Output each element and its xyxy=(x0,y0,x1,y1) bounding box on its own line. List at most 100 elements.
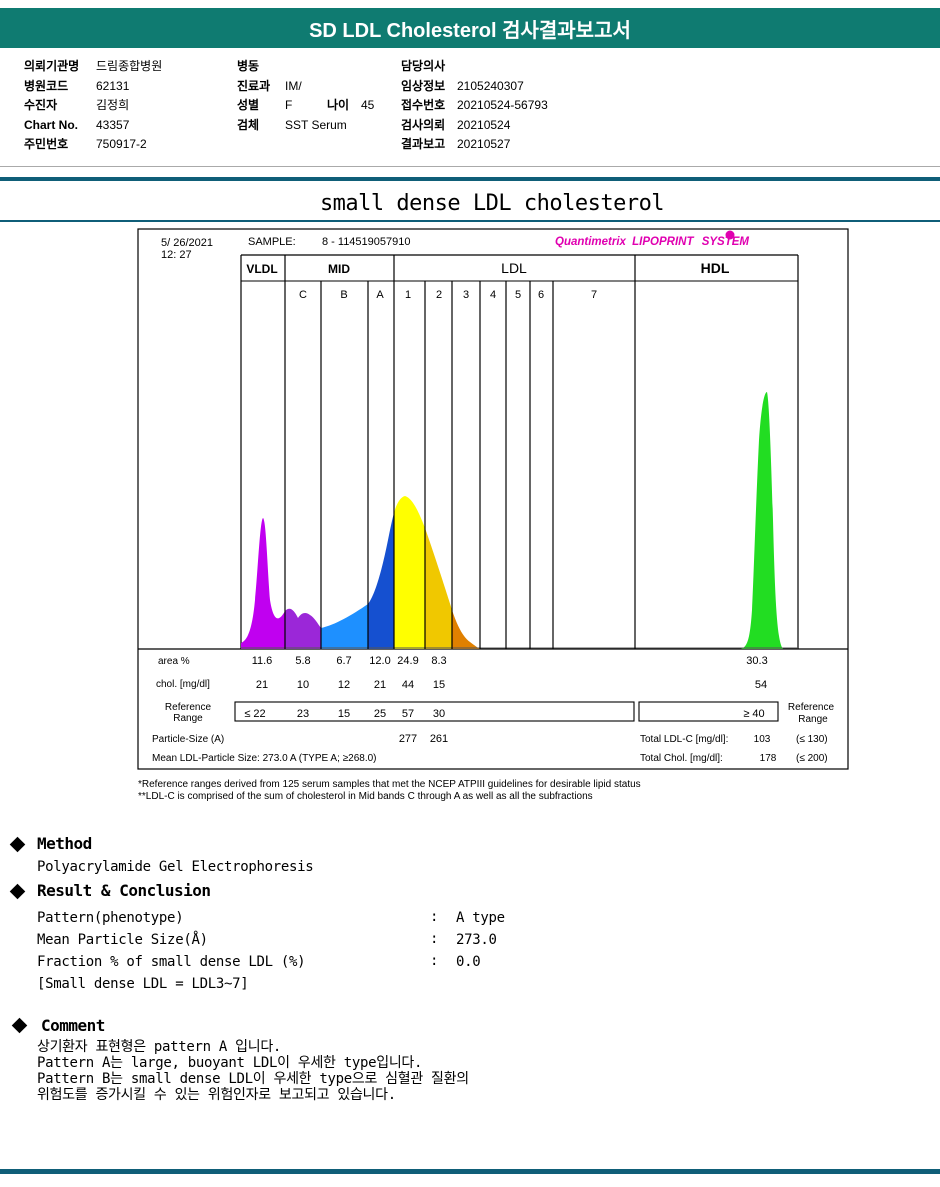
chart-date: 5/ 26/2021 xyxy=(161,237,213,249)
band-label: C xyxy=(299,289,307,301)
bullet-diamond-icon xyxy=(11,1017,28,1034)
band-label: 3 xyxy=(463,289,469,301)
ref-value: 15 xyxy=(338,708,350,720)
area-value: 5.8 xyxy=(295,655,310,667)
chol-value: 44 xyxy=(402,679,414,691)
hdl-chol-value: 54 xyxy=(755,679,767,691)
hdl-ref-range-box xyxy=(638,701,779,722)
result-value: 0.0 xyxy=(456,954,481,970)
ref-range-box xyxy=(234,701,635,722)
info-row: 주민번호 750917-2 xyxy=(24,137,147,151)
divider xyxy=(0,177,940,181)
area-value: 24.9 xyxy=(397,655,418,667)
fraction-hdl xyxy=(741,392,783,649)
fraction-mid-a xyxy=(368,513,394,649)
area-value: 11.6 xyxy=(252,655,273,667)
comment-line: Pattern A는 large, buoyant LDL이 우세한 type입… xyxy=(37,1055,423,1071)
info-row: 검체 SST Serum xyxy=(237,117,347,132)
fraction-ldl-2 xyxy=(425,528,452,649)
footnote: *Reference ranges derived from 125 serum… xyxy=(138,779,641,790)
group-label-vldl: VLDL xyxy=(246,262,277,276)
total-ldl-ref: (≤ 130) xyxy=(796,734,828,745)
info-row: 병동 xyxy=(237,59,260,73)
brand-logo-icon xyxy=(725,230,735,240)
mean-size-text: Mean LDL-Particle Size: 273.0 A (TYPE A;… xyxy=(152,753,377,764)
total-chol-ref: (≤ 200) xyxy=(796,753,828,764)
chol-value: 10 xyxy=(297,679,309,691)
area-value: 12.0 xyxy=(369,655,390,667)
fraction-mid-c xyxy=(285,608,321,649)
method-text: Polyacrylamide Gel Electrophoresis xyxy=(37,859,314,875)
total-ldl-value: 103 xyxy=(754,734,771,745)
result-colon: : xyxy=(430,909,439,925)
band-label: B xyxy=(340,289,347,301)
patient-info-col3: 담당의사 임상정보 2105240307 접수번호 20210524-56793 검… xyxy=(401,57,548,155)
ref-value: 23 xyxy=(297,708,309,720)
chart-heading: small dense LDL cholesterol xyxy=(319,191,665,216)
comment-heading: Comment xyxy=(41,1016,105,1035)
group-label-mid: MID xyxy=(328,262,350,276)
result-label: Mean Particle Size(Å) xyxy=(37,932,208,948)
area-value: 6.7 xyxy=(336,655,351,667)
sample-label: SAMPLE: xyxy=(248,236,296,248)
chol-value: 15 xyxy=(433,679,445,691)
electrophoresis-curve xyxy=(241,392,783,649)
band-label: 2 xyxy=(436,289,442,301)
fraction-ldl-1 xyxy=(394,496,425,649)
result-label: Fraction % of small dense LDL (%) xyxy=(37,954,306,970)
divider xyxy=(0,220,940,222)
total-chol-value: 178 xyxy=(760,753,777,764)
group-label-ldl: LDL xyxy=(501,260,527,276)
row-label-ref: Reference xyxy=(165,702,212,713)
chart-time: 12: 27 xyxy=(161,249,192,261)
band-label: 5 xyxy=(515,289,521,301)
chol-value: 21 xyxy=(374,679,386,691)
patient-info-col2: 병동 진료과 IM/ 성별 F 나이 45 검체 SST Serum xyxy=(237,57,374,135)
info-row: 담당의사 xyxy=(401,59,446,73)
band-label: 1 xyxy=(405,289,411,301)
ref-value: 57 xyxy=(402,708,414,720)
ref-range-right: Range xyxy=(798,714,828,725)
band-label: 4 xyxy=(490,289,496,301)
comment-line: Pattern B는 small dense LDL이 우세한 type으로 심… xyxy=(37,1071,469,1087)
info-row: 성별 F 나이 45 xyxy=(237,98,375,112)
brand-text: Quantimetrix LIPOPRINT SYSTEM xyxy=(555,236,749,248)
ref-value: 30 xyxy=(433,708,445,720)
particle-size-value: 277 xyxy=(399,733,417,745)
report-title: SD LDL Cholesterol 검사결과보고서 xyxy=(0,8,940,48)
total-chol-label: Total Chol. [mg/dl]: xyxy=(640,753,723,764)
sample-id: 8 - 114519057910 xyxy=(322,236,411,248)
row-label-chol: chol. [mg/dl] xyxy=(156,679,210,690)
ref-value: ≤ 22 xyxy=(244,708,265,720)
info-row: 검사의뢰 20210524 xyxy=(401,117,511,132)
bullet-diamond-icon xyxy=(9,836,26,853)
bullet-diamond-icon xyxy=(9,883,26,900)
info-row: Chart No. 43357 xyxy=(24,117,130,132)
group-label-hdl: HDL xyxy=(701,260,730,276)
footnote: **LDL-C is comprised of the sum of chole… xyxy=(138,791,593,802)
hdl-ref-value: ≥ 40 xyxy=(743,708,764,720)
ref-range-right: Reference xyxy=(788,702,835,713)
particle-size-value: 261 xyxy=(430,733,448,745)
patient-info-col1: 의뢰기관명 드림종합병원 병원코드 62131 수진자 김정희 Chart No. 43… xyxy=(24,57,162,155)
row-label-area: area % xyxy=(158,656,190,667)
comment-body: 상기환자 표현형은 pattern A 입니다. Pattern A는 larg… xyxy=(37,1039,469,1103)
comment-line: 위험도를 증가시킬 수 있는 위험인자로 보고되고 있습니다. xyxy=(37,1087,396,1103)
result-note: [Small dense LDL = LDL3~7] xyxy=(37,976,249,992)
fraction-ldl-3 xyxy=(452,610,480,649)
info-row: 의뢰기관명 드림종합병원 xyxy=(24,59,163,73)
footer-bar xyxy=(0,1169,940,1174)
chol-value: 21 xyxy=(256,679,268,691)
method-heading: Method xyxy=(37,834,92,853)
info-row: 임상정보 2105240307 xyxy=(401,78,524,93)
area-value: 8.3 xyxy=(431,655,446,667)
info-row: 결과보고 20210527 xyxy=(401,137,511,151)
row-label-ref: Range xyxy=(173,713,203,724)
fraction-mid-b xyxy=(321,604,368,649)
band-label: 7 xyxy=(591,289,597,301)
result-value: 273.0 xyxy=(456,932,497,948)
band-label: 6 xyxy=(538,289,544,301)
result-colon: : xyxy=(430,953,439,969)
particle-size-label: Particle-Size (A) xyxy=(152,734,224,745)
result-label: Pattern(phenotype) xyxy=(37,910,184,926)
